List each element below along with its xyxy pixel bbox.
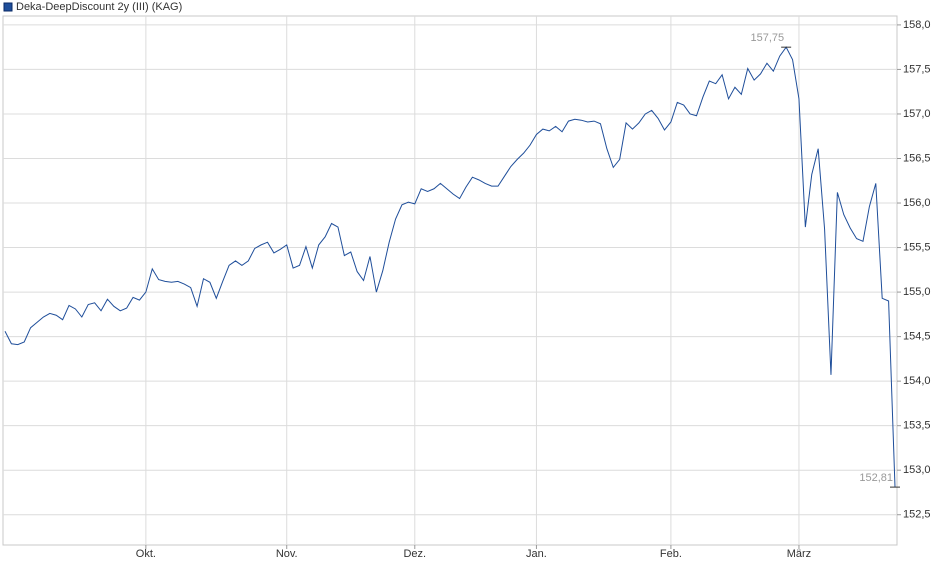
series-line xyxy=(4,46,896,488)
x-tick-label: Dez. xyxy=(403,548,426,560)
y-tick-label: 155,5 xyxy=(903,241,931,253)
y-tick-label: 154,5 xyxy=(903,331,931,343)
y-tick-label: 154,0 xyxy=(903,375,931,387)
y-tick-label: 153,0 xyxy=(903,464,931,476)
y-tick-label: 157,0 xyxy=(903,108,931,120)
y-tick-label: 155,0 xyxy=(903,286,931,298)
legend-swatch xyxy=(3,2,13,12)
legend-label: Deka-DeepDiscount 2y (III) (KAG) xyxy=(16,1,182,13)
y-tick-label: 152,5 xyxy=(903,509,931,521)
y-tick-label: 156,5 xyxy=(903,152,931,164)
y-tick-label: 153,5 xyxy=(903,420,931,432)
x-tick-label: Feb. xyxy=(660,548,682,560)
x-tick-label: Nov. xyxy=(276,548,298,560)
plot-frame xyxy=(2,15,898,546)
y-tick-label: 158,0 xyxy=(903,19,931,31)
x-tick-label: Okt. xyxy=(136,548,156,560)
annotation-label: 152,81 xyxy=(859,472,893,484)
annotation-label: 157,75 xyxy=(750,32,784,44)
x-tick-label: Jan. xyxy=(526,548,547,560)
y-tick-label: 157,5 xyxy=(903,63,931,75)
x-tick-label: März xyxy=(787,548,811,560)
y-tick-label: 156,0 xyxy=(903,197,931,209)
